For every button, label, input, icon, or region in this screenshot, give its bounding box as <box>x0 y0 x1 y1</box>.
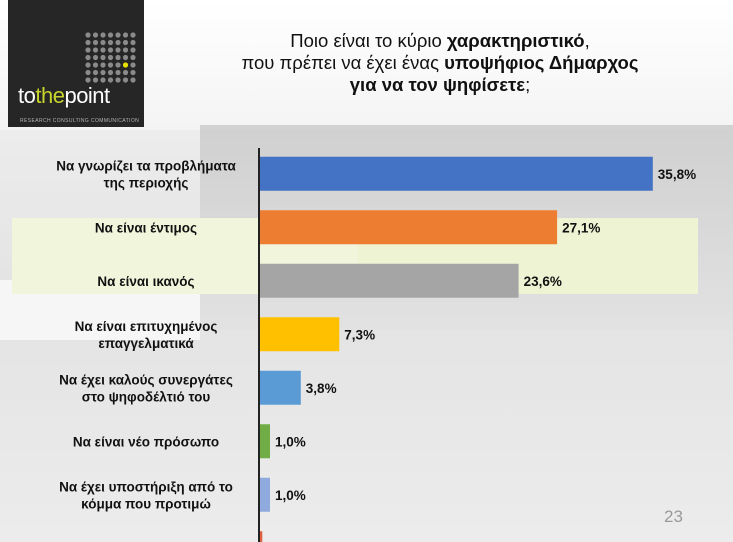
logo-dot <box>130 47 136 53</box>
bar-3 <box>259 263 519 298</box>
logo-dot <box>115 32 121 38</box>
data-label-1: 35,8% <box>658 167 696 182</box>
logo-dot <box>100 54 106 61</box>
title-line2-bold: υποψήφιος Δήμαρχος <box>444 52 639 73</box>
logo-dot <box>115 47 121 53</box>
bar-1 <box>259 156 653 191</box>
logo-dot <box>107 62 114 68</box>
logo-dot <box>115 77 121 83</box>
logo-dot <box>100 77 106 83</box>
logo-dot <box>130 69 136 76</box>
logo-dot <box>100 39 106 46</box>
logo-dot <box>85 54 91 61</box>
category-label-1: Να γνωρίζει τα προβλήματα της περιοχής <box>56 158 236 190</box>
logo-dot <box>122 77 129 83</box>
data-label-2: 27,1% <box>562 220 600 235</box>
logo-word-point: point <box>64 83 110 108</box>
logo-dot <box>100 69 106 76</box>
logo-dot <box>130 62 136 68</box>
logo-dot <box>107 47 114 53</box>
category-label-5: Να έχει καλούς συνεργάτες στο ψηφοδέλτιό … <box>59 372 233 404</box>
category-label-7: Να έχει υποστήριξη από το κόμμα που προτι… <box>59 479 233 511</box>
logo-word-to: to <box>18 83 36 108</box>
data-label-3: 23,6% <box>524 274 562 289</box>
logo-dot <box>92 69 99 76</box>
bar-5 <box>259 370 301 405</box>
logo-dot <box>122 39 129 46</box>
bar-8 <box>259 531 263 542</box>
logo-dot <box>85 32 91 38</box>
logo-dot <box>100 47 106 53</box>
category-label-6: Να είναι νέο πρόσωπο <box>73 434 219 449</box>
logo-dot <box>130 54 136 61</box>
logo-dot <box>92 32 99 38</box>
logo: tothepoint RESEARCH CONSULTING COMMUNICA… <box>8 0 144 127</box>
category-label-3: Να είναι ικανός <box>97 274 194 289</box>
logo-dot <box>92 39 99 46</box>
logo-dot <box>85 69 91 76</box>
logo-dot <box>92 47 99 53</box>
logo-dot <box>85 62 91 68</box>
logo-dot <box>92 62 99 68</box>
bar-2 <box>259 210 558 245</box>
title-line1-end: , <box>584 30 590 51</box>
logo-dot <box>107 54 114 61</box>
logo-dot <box>130 39 136 46</box>
title-line1-plain: Ποιο είναι το κύριο <box>290 30 447 51</box>
data-label-6: 1,0% <box>275 434 306 449</box>
category-label-2: Να είναι έντιμος <box>95 220 197 235</box>
logo-dot <box>115 69 121 76</box>
chart-title: Ποιο είναι το κύριο χαρακτηριστικό, που … <box>160 30 720 96</box>
logo-dot <box>92 77 99 83</box>
bar-6 <box>259 424 270 459</box>
title-line3-end: ; <box>525 74 531 95</box>
title-line3-bold: για να τον ψηφίσετε <box>349 74 526 95</box>
logo-dot <box>122 47 129 53</box>
logo-dot <box>115 62 121 68</box>
logo-dot <box>115 54 121 61</box>
logo-dot <box>122 69 129 76</box>
logo-dot <box>107 69 114 76</box>
logo-dots-icon <box>85 32 136 83</box>
logo-dot <box>107 39 114 46</box>
logo-dot <box>100 62 106 68</box>
data-label-4: 7,3% <box>344 327 375 342</box>
logo-dot <box>115 39 121 46</box>
logo-dot <box>130 32 136 38</box>
logo-dot <box>100 32 106 38</box>
data-label-7: 1,0% <box>275 488 306 503</box>
logo-tagline: RESEARCH CONSULTING COMMUNICATION <box>20 118 140 124</box>
logo-dot <box>122 32 129 38</box>
logo-dot <box>85 39 91 46</box>
category-label-4: Να είναι επιτυχημένος επαγγελματικά <box>75 319 218 351</box>
logo-word-the: the <box>35 83 65 108</box>
logo-dot <box>92 54 99 61</box>
logo-dot <box>130 77 136 83</box>
bar-4 <box>259 317 340 352</box>
logo-dot <box>122 54 129 61</box>
logo-dot <box>85 47 91 53</box>
title-line1-bold: χαρακτηριστικό <box>446 30 585 51</box>
logo-dot <box>85 77 91 83</box>
page-number: 23 <box>664 507 683 526</box>
logo-wordmark: tothepoint <box>18 83 110 109</box>
logo-dot <box>107 32 114 38</box>
logo-dot-accent <box>122 62 129 68</box>
logo-dot <box>107 77 114 83</box>
title-line2-plain: που πρέπει να έχει ένας <box>241 52 445 73</box>
bar-7 <box>259 477 270 512</box>
data-label-5: 3,8% <box>306 381 337 396</box>
